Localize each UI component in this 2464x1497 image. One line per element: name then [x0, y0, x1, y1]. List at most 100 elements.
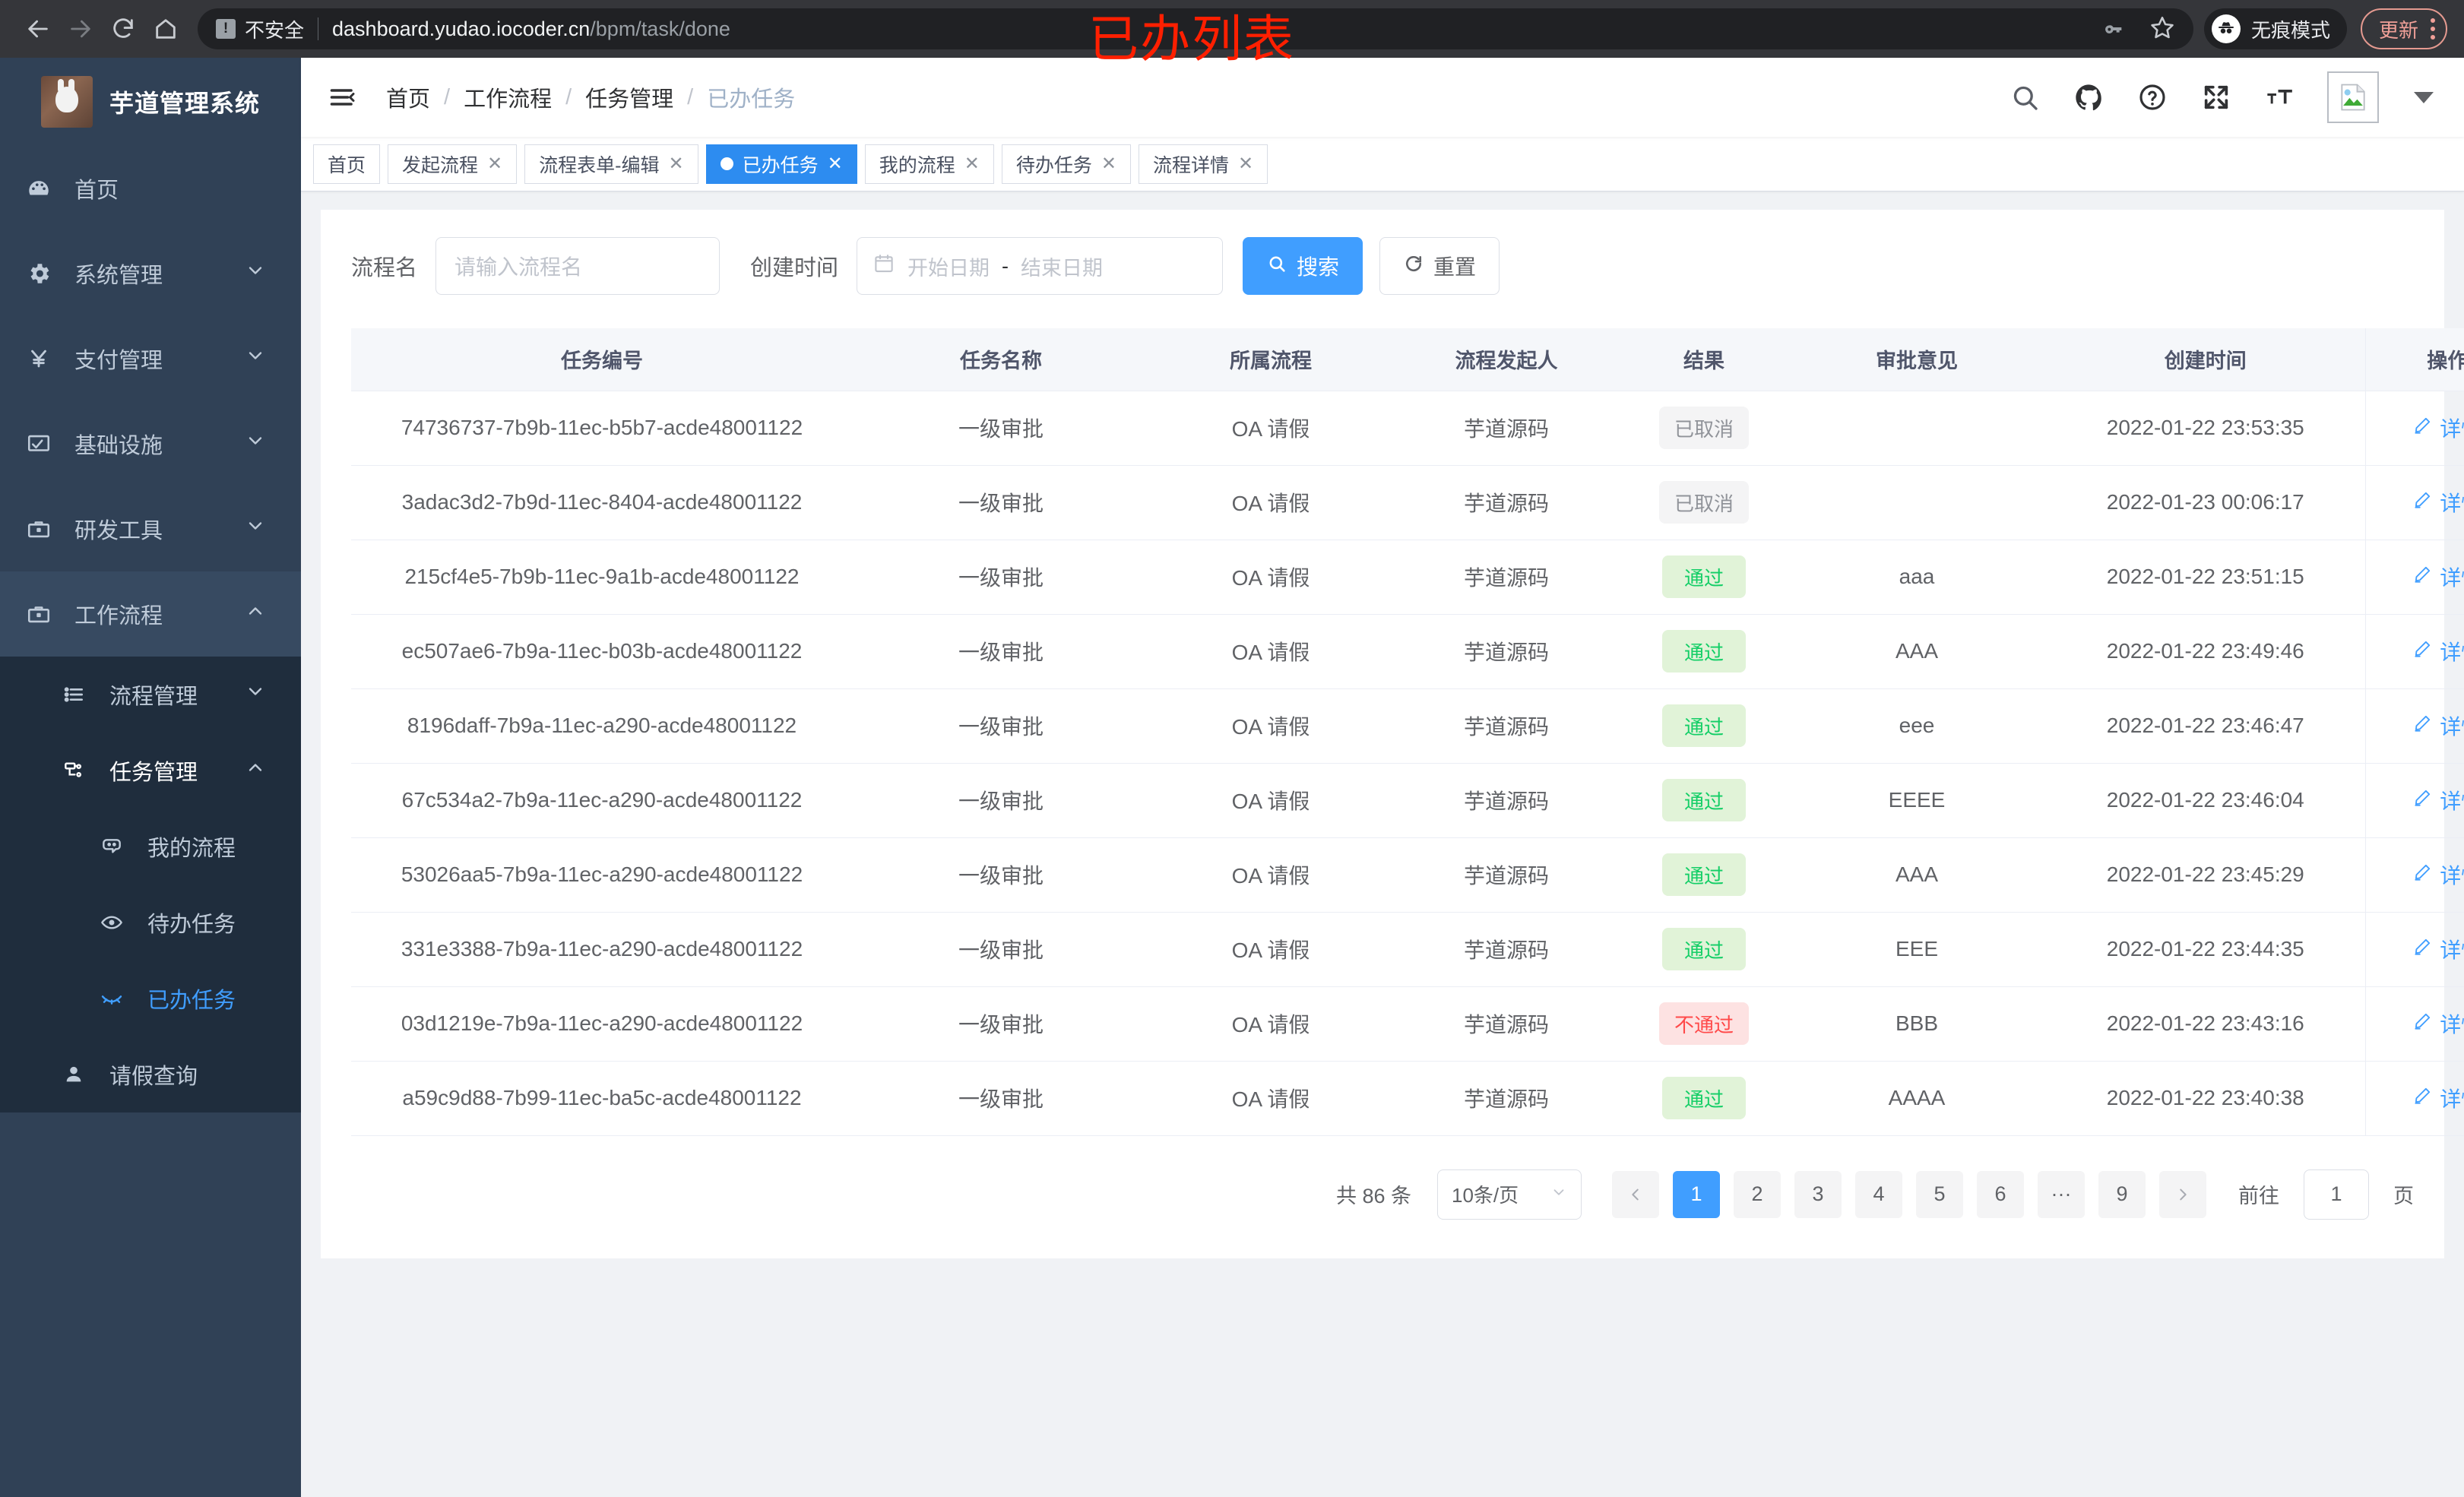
detail-button[interactable]: 详情	[2412, 562, 2464, 592]
sidebar-item-todo-task[interactable]: 待办任务	[0, 885, 301, 961]
cell-process: OA 请假	[1149, 391, 1392, 466]
eye-closed-icon	[96, 986, 128, 1011]
github-icon[interactable]	[2072, 81, 2105, 114]
star-icon[interactable]	[2149, 14, 2175, 44]
update-label: 更新	[2378, 18, 2418, 42]
incognito-indicator[interactable]: 无痕模式	[2203, 8, 2347, 49]
sidebar-item-payment[interactable]: 支付管理	[0, 316, 301, 401]
sidebar-logo[interactable]: 芋道管理系统	[0, 58, 301, 146]
avatar[interactable]	[2327, 71, 2379, 123]
edit-pencil-icon	[2412, 862, 2432, 888]
table-row[interactable]: 8196daff-7b9a-11ec-a290-acde48001122 一级审批…	[351, 688, 2464, 764]
page-size-select[interactable]: 10条/页	[1437, 1169, 1582, 1220]
pagination-goto-input[interactable]: 1	[2304, 1169, 2369, 1220]
not-secure-label: 不安全	[245, 18, 305, 42]
font-size-icon[interactable]	[2263, 81, 2297, 114]
detail-button[interactable]: 详情	[2412, 1083, 2464, 1113]
pagination-page-1[interactable]: 1	[1673, 1170, 1720, 1218]
sidebar-item-home[interactable]: 首页	[0, 146, 301, 231]
table-row[interactable]: ec507ae6-7b9a-11ec-b03b-acde48001122 一级审批…	[351, 614, 2464, 689]
breadcrumb-item-task-management[interactable]: 任务管理	[585, 87, 674, 112]
table-row[interactable]: 215cf4e5-7b9b-11ec-9a1b-acde48001122 一级审批…	[351, 540, 2464, 615]
tab-todo-task[interactable]: 待办任务 ✕	[1001, 144, 1131, 184]
created-time-range-picker[interactable]: 开始日期 - 结束日期	[857, 237, 1224, 295]
pagination-next-button[interactable]	[2159, 1170, 2206, 1218]
tab-home[interactable]: 首页	[313, 144, 381, 184]
tab-start-process[interactable]: 发起流程 ✕	[388, 144, 518, 184]
reload-button[interactable]	[102, 8, 144, 50]
fullscreen-icon[interactable]	[2200, 81, 2233, 114]
detail-button[interactable]: 详情	[2412, 636, 2464, 666]
reset-button[interactable]: 重置	[1379, 237, 1500, 295]
process-name-label: 流程名	[351, 256, 418, 280]
sidebar-item-label: 首页	[74, 179, 119, 203]
close-icon[interactable]: ✕	[487, 153, 503, 174]
pagination-page-9[interactable]: 9	[2098, 1170, 2146, 1218]
sidebar-item-my-process[interactable]: 我的流程	[0, 809, 301, 885]
pagination-ellipsis[interactable]: ···	[2038, 1170, 2085, 1218]
search-button[interactable]: 搜索	[1243, 237, 1363, 295]
search-icon[interactable]	[2008, 81, 2041, 114]
close-icon[interactable]: ✕	[827, 153, 843, 174]
briefcase-icon	[23, 601, 55, 627]
home-button[interactable]	[144, 8, 187, 50]
help-circle-icon[interactable]	[2136, 81, 2169, 114]
breadcrumb-item-home[interactable]: 首页	[386, 87, 431, 112]
cell-process: OA 请假	[1149, 688, 1392, 764]
table-row[interactable]: a59c9d88-7b99-11ec-ba5c-acde48001122 一级审批…	[351, 1061, 2464, 1136]
detail-button[interactable]: 详情	[2412, 413, 2464, 443]
hamburger-icon[interactable]	[327, 84, 366, 111]
detail-button[interactable]: 详情	[2412, 1008, 2464, 1039]
detail-button[interactable]: 详情	[2412, 785, 2464, 815]
back-button[interactable]	[17, 8, 59, 50]
cell-result: 已取消	[1620, 391, 1788, 466]
close-icon[interactable]: ✕	[1101, 153, 1116, 174]
eye-icon	[96, 910, 128, 935]
cell-created-time: 2022-01-22 23:49:46	[2046, 614, 2365, 689]
sidebar-item-task-management[interactable]: 任务管理	[0, 733, 301, 809]
table-row[interactable]: 3adac3d2-7b9d-11ec-8404-acde48001122 一级审批…	[351, 465, 2464, 540]
process-name-placeholder: 请输入流程名	[454, 255, 583, 279]
chevron-down-icon	[245, 681, 266, 708]
kebab-menu-icon[interactable]	[2431, 18, 2435, 40]
sidebar-item-process-management[interactable]: 流程管理	[0, 657, 301, 733]
breadcrumb-item-workflow[interactable]: 工作流程	[464, 87, 553, 112]
close-icon[interactable]: ✕	[1237, 153, 1254, 174]
pagination-page-5[interactable]: 5	[1916, 1170, 1963, 1218]
url-host: dashboard.yudao.iocoder.cn	[332, 17, 591, 40]
detail-button[interactable]: 详情	[2412, 487, 2464, 517]
update-button[interactable]: 更新	[2360, 8, 2447, 49]
pagination-prev-button[interactable]	[1612, 1170, 1659, 1218]
detail-button[interactable]: 详情	[2412, 859, 2464, 890]
sidebar-item-infrastructure[interactable]: 基础设施	[0, 401, 301, 486]
close-icon[interactable]: ✕	[668, 153, 684, 174]
pagination-page-4[interactable]: 4	[1855, 1170, 1902, 1218]
sidebar-item-devtools[interactable]: 研发工具	[0, 486, 301, 571]
tab-process-form-edit[interactable]: 流程表单-编辑 ✕	[524, 144, 698, 184]
cell-comment: eee	[1788, 688, 2046, 764]
sidebar-item-done-task[interactable]: 已办任务	[0, 961, 301, 1037]
pagination-page-6[interactable]: 6	[1977, 1170, 2024, 1218]
detail-button[interactable]: 详情	[2412, 934, 2464, 964]
chevron-down-icon[interactable]	[2414, 91, 2434, 103]
process-name-input[interactable]: 请输入流程名	[435, 237, 721, 295]
detail-button[interactable]: 详情	[2412, 711, 2464, 741]
table-row[interactable]: 67c534a2-7b9a-11ec-a290-acde48001122 一级审批…	[351, 763, 2464, 838]
table-row[interactable]: 03d1219e-7b9a-11ec-a290-acde48001122 一级审批…	[351, 986, 2464, 1062]
forward-button[interactable]	[59, 8, 102, 50]
tab-process-detail[interactable]: 流程详情 ✕	[1138, 144, 1268, 184]
pagination-page-3[interactable]: 3	[1794, 1170, 1842, 1218]
edit-pencil-icon	[2412, 490, 2432, 515]
sidebar-item-leave-query[interactable]: 请假查询	[0, 1037, 301, 1112]
tab-my-process[interactable]: 我的流程 ✕	[864, 144, 994, 184]
table-row[interactable]: 74736737-7b9b-11ec-b5b7-acde48001122 一级审批…	[351, 391, 2464, 466]
sidebar-item-system[interactable]: 系统管理	[0, 231, 301, 316]
table-row[interactable]: 53026aa5-7b9a-11ec-a290-acde48001122 一级审批…	[351, 837, 2464, 913]
close-icon[interactable]: ✕	[964, 153, 980, 174]
omnibox[interactable]: ! 不安全 dashboard.yudao.iocoder.cn /bpm/ta…	[198, 8, 2193, 49]
pagination-page-2[interactable]: 2	[1734, 1170, 1781, 1218]
table-row[interactable]: 331e3388-7b9a-11ec-a290-acde48001122 一级审批…	[351, 912, 2464, 987]
key-icon[interactable]	[2102, 15, 2127, 43]
sidebar-item-workflow[interactable]: 工作流程	[0, 571, 301, 657]
tab-done-task[interactable]: 已办任务 ✕	[705, 144, 857, 184]
